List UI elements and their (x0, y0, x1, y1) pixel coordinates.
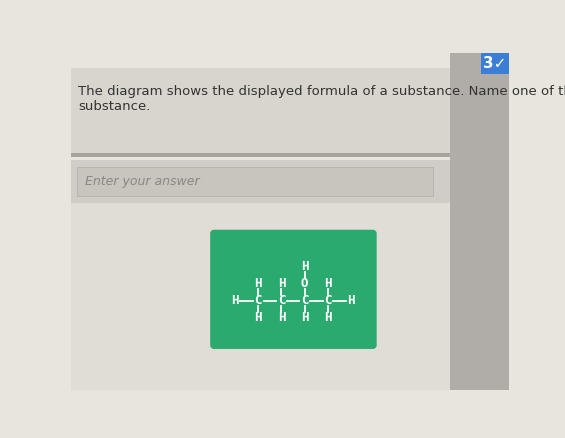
Bar (71, 160, 450, 203)
Text: H: H (347, 294, 355, 307)
Bar (71, 153, 450, 156)
Bar (71, 68, 450, 153)
Text: H: H (254, 311, 262, 324)
Text: H: H (324, 277, 332, 290)
Text: C: C (324, 294, 332, 307)
Text: C: C (254, 294, 262, 307)
Text: The diagram shows the displayed formula of a substance. Name one of the elements: The diagram shows the displayed formula … (79, 85, 565, 98)
Text: H: H (324, 311, 332, 324)
Text: H: H (231, 294, 238, 307)
Bar (71, 203, 450, 390)
Text: O: O (301, 277, 308, 290)
Bar (450, 53, 508, 390)
Text: H: H (277, 311, 285, 324)
Text: C: C (277, 294, 285, 307)
Text: H: H (301, 260, 308, 273)
Bar (77, 166, 433, 196)
Text: H: H (254, 277, 262, 290)
Text: Enter your answer: Enter your answer (85, 175, 199, 187)
FancyBboxPatch shape (211, 230, 376, 348)
Text: H: H (277, 277, 285, 290)
Text: 3✓: 3✓ (483, 56, 506, 71)
Text: H: H (301, 311, 308, 324)
Text: substance.: substance. (79, 100, 151, 113)
Text: C: C (301, 294, 308, 307)
Bar (481, 53, 508, 74)
